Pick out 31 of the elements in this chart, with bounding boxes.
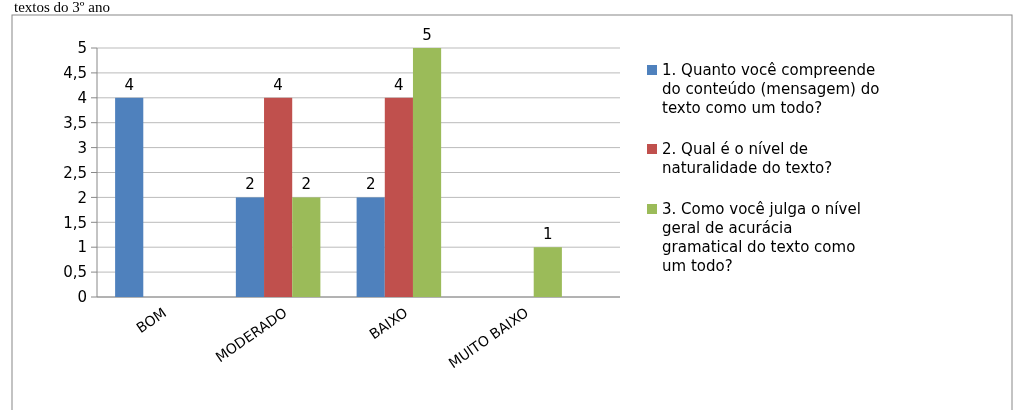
y-tick-label: 3: [77, 138, 87, 157]
bar: [412, 48, 442, 297]
y-tick-label: 4: [77, 89, 87, 108]
legend-label: 2. Qual é o nível de naturalidade do texto?: [662, 140, 833, 177]
bar: [264, 97, 293, 297]
y-tick-label: 2: [77, 188, 87, 207]
y-tick-label: 1: [77, 238, 87, 257]
bar: [115, 97, 144, 297]
data-label: 4: [124, 75, 134, 94]
data-label: 1: [543, 225, 553, 244]
data-label: 2: [365, 175, 376, 194]
y-tick-label: 3,5: [63, 113, 87, 132]
y-tick-label: 4,5: [63, 64, 87, 83]
y-tick-label: 0,5: [63, 263, 87, 282]
data-label: 5: [422, 26, 432, 44]
y-tick-label: 2,5: [63, 163, 87, 182]
bar: [292, 197, 321, 297]
bar: [384, 97, 413, 297]
y-tick-label: 1,5: [63, 213, 87, 232]
text: textos do 3º ano: [14, 0, 110, 15]
y-tick-label: 5: [77, 39, 87, 58]
legend-label: 3. Como você julga o nível geral de acurácia gramatical do texto como um todo?: [662, 200, 861, 275]
bar: [235, 197, 265, 297]
y-tick-label: 0: [77, 288, 87, 307]
bar: [356, 197, 385, 297]
data-label: 2: [245, 175, 255, 194]
data-label: 4: [273, 75, 283, 94]
bar: [533, 247, 562, 297]
data-label: 2: [301, 175, 312, 194]
legend-label: 1. Quanto você compreende do conteúdo (mensagem) do texto como um todo?: [662, 61, 880, 117]
data-label: 4: [394, 75, 404, 94]
